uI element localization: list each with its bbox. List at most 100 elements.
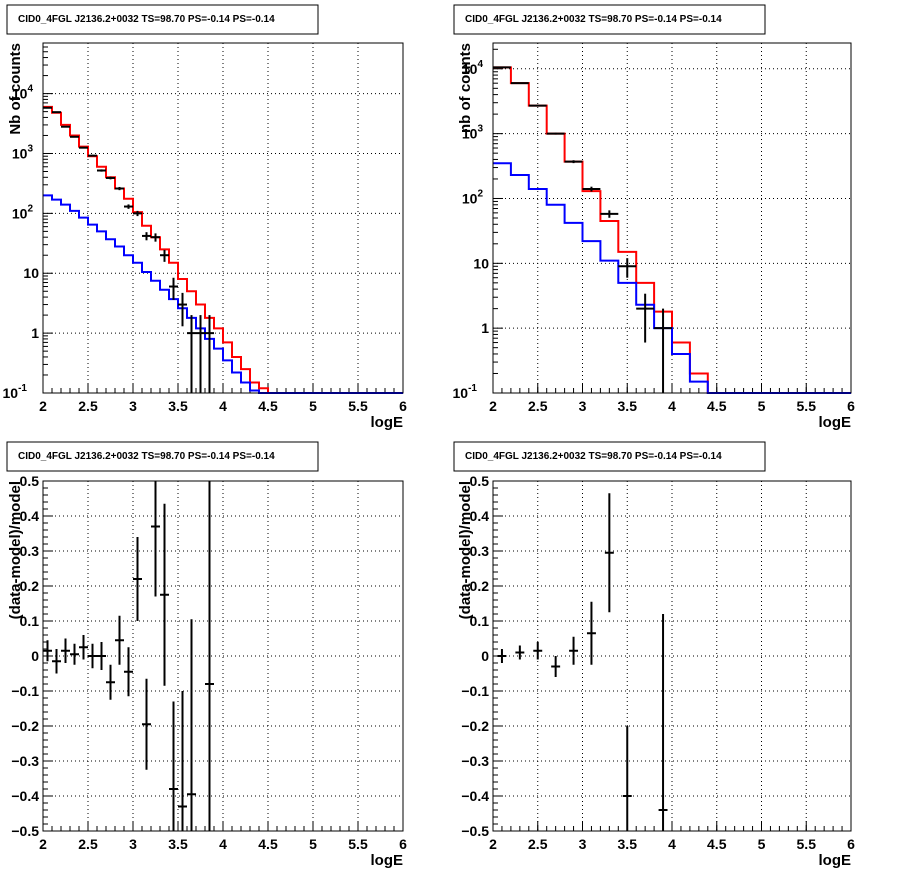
y-tick-label: 0.4 [470,508,490,524]
data-point [169,277,178,300]
x-axis-label: logE [819,414,852,431]
x-tick-label: 5.5 [797,398,817,414]
y-tick-label: −0.2 [11,718,39,734]
y-tick-label: 0 [31,648,39,664]
plot-frame [42,42,404,394]
x-tick-label: 4 [668,398,676,414]
y-tick-label: 0.1 [470,613,490,629]
y-tick-label: −0.5 [461,823,489,839]
data-point [533,642,543,660]
x-tick-label: 6 [399,398,407,414]
x-tick-label: 5.5 [348,836,368,852]
data-point [124,204,133,209]
y-tick-label: 1 [31,325,39,341]
y-tick-label: 1 [481,320,489,336]
y-tick-label: −0.5 [11,823,39,839]
y-tick-label: 102 [12,203,34,221]
x-tick-label: 5.5 [797,836,817,852]
data-point [160,503,169,686]
data-point [178,691,187,831]
y-tick-label: 10 [473,255,489,271]
chart-title: CID0_4FGL J2136.2+0032 TS=98.70 PS=-0.14… [465,451,722,462]
y-tick-label: −0.2 [461,718,489,734]
data-point [582,186,601,192]
data-point [43,106,52,109]
y-axis-label: Nb of counts [7,43,24,135]
x-tick-label: 2 [39,398,47,414]
data-point [564,160,583,164]
y-tick-label: −0.1 [11,683,39,699]
data-point [569,636,579,665]
data-point [658,614,668,831]
x-tick-label: 3 [129,398,137,414]
x-tick-label: 4.5 [707,398,727,414]
y-axis-label: nb of counts [457,43,474,133]
plot-frame [492,480,852,832]
chart-title: CID0_4FGL J2136.2+0032 TS=98.70 PS=-0.14… [18,451,275,462]
data-point [510,82,529,85]
data-point [97,169,106,172]
y-tick-label: −0.1 [461,683,489,699]
y-tick-label: 0.5 [20,473,40,489]
data-point [604,493,614,613]
data-point [142,232,151,241]
x-tick-label: 3 [129,836,137,852]
x-tick-label: 2.5 [78,836,98,852]
data-point [497,649,507,663]
x-tick-label: 4.5 [707,836,727,852]
panel-top-right: CID0_4FGL J2136.2+0032 TS=98.70 PS=-0.14… [453,4,855,431]
data-point [115,186,124,191]
title-box [6,441,319,472]
data-point [654,308,672,393]
data-point [133,537,142,621]
x-tick-label: 2.5 [528,398,548,414]
x-tick-label: 2 [489,398,497,414]
x-tick-label: 2 [39,836,47,852]
x-tick-label: 5 [758,836,766,852]
data-point [551,656,561,677]
x-tick-label: 5 [758,398,766,414]
panel-top-left: CID0_4FGL J2136.2+0032 TS=98.70 PS=-0.14… [3,4,407,431]
data-point [142,678,151,770]
x-tick-label: 3 [579,398,587,414]
x-axis-label: logE [819,852,852,869]
data-point [133,210,142,217]
x-tick-label: 5.5 [348,398,368,414]
y-tick-label: 10-1 [3,383,28,401]
data-point [106,176,115,180]
chart-title: CID0_4FGL J2136.2+0032 TS=98.70 PS=-0.14… [465,14,722,25]
y-tick-label: 0.3 [470,543,490,559]
x-tick-label: 6 [399,836,407,852]
data-point [43,640,52,662]
x-axis-label: logE [371,852,404,869]
data-point [600,210,619,218]
x-tick-label: 4 [219,836,227,852]
panel-bottom-right: CID0_4FGL J2136.2+0032 TS=98.70 PS=-0.14… [453,441,855,869]
title-box [6,4,319,35]
data-point [618,258,637,278]
y-tick-label: 0.5 [470,473,490,489]
data-point [70,135,79,138]
x-tick-label: 2.5 [528,836,548,852]
title-box [453,4,766,35]
panel-bottom-left: CID0_4FGL J2136.2+0032 TS=98.70 PS=-0.14… [6,441,407,869]
data-point [61,125,70,128]
data-point [187,619,196,831]
data-point [528,104,547,107]
data-point [79,635,88,660]
series-step-1 [493,162,851,394]
y-tick-label: −0.4 [11,788,39,804]
data-point [205,481,214,831]
data-point [196,315,205,393]
data-point [205,315,214,393]
data-point [97,642,106,670]
x-tick-label: 5 [309,836,317,852]
data-point [151,233,160,242]
x-tick-label: 5 [309,398,317,414]
x-axis-label: logE [371,414,404,431]
y-tick-label: −0.4 [461,788,489,804]
y-tick-label: 102 [462,188,484,206]
y-tick-label: 0.2 [20,578,40,594]
data-point [178,292,187,327]
data-point [88,643,97,669]
